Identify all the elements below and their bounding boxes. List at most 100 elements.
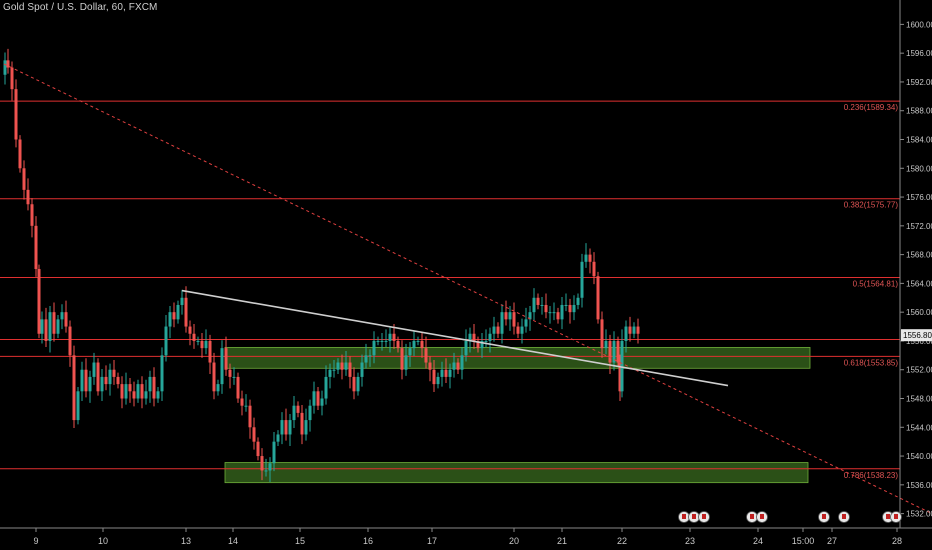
y-tick-label: 1544.00 — [906, 423, 932, 432]
candle-down — [420, 340, 424, 349]
support-zones[interactable] — [224, 347, 811, 484]
candle-down — [504, 312, 508, 320]
y-tick-label: 1600.00 — [906, 20, 932, 29]
candle-down — [52, 312, 56, 334]
candle-up — [56, 319, 60, 334]
candle-up — [524, 319, 528, 327]
fibonacci-levels[interactable]: 0.236(1589.34) 0.382(1575.77) 0.5(1564.81)… — [0, 100, 900, 480]
candle-down — [544, 304, 548, 313]
candle-up — [488, 333, 492, 341]
candle-up — [576, 297, 580, 305]
candle-up — [264, 470, 268, 472]
candle-up — [560, 304, 564, 320]
candle-down — [22, 168, 26, 190]
candle-up — [564, 304, 568, 306]
candle-up — [416, 340, 420, 342]
event-markers[interactable] — [678, 511, 902, 523]
x-tick-label: 15:00 — [792, 536, 815, 546]
candle-up — [216, 384, 220, 392]
candle-up — [148, 376, 152, 392]
trendline-gray[interactable] — [181, 289, 729, 387]
event-flag-icon — [702, 514, 706, 519]
candle-up — [124, 384, 128, 399]
x-tick-label: 28 — [892, 536, 902, 546]
candle-up — [412, 340, 416, 349]
candle-down — [284, 420, 288, 435]
candle-down — [192, 333, 196, 341]
candle-up — [288, 420, 292, 435]
candle-down — [444, 369, 448, 377]
candle-up — [324, 376, 328, 399]
y-tick-label: 1540.00 — [906, 452, 932, 461]
candle-up — [204, 340, 208, 349]
candle-up — [40, 319, 44, 334]
candle-up — [88, 376, 92, 392]
fib-level-label: 0.5(1564.81) — [853, 280, 899, 289]
dashed-downtrend-line[interactable] — [3, 63, 932, 515]
fib-level-label: 0.618(1553.85) — [844, 358, 899, 367]
candle-up — [328, 369, 332, 377]
current-price-label: 1556.80 — [903, 331, 932, 340]
candle-down — [6, 60, 10, 68]
candle-down — [512, 312, 516, 327]
y-tick-label: 1536.00 — [906, 481, 932, 490]
x-tick-label: 21 — [557, 536, 567, 546]
candle-up — [268, 463, 272, 471]
candle-down — [588, 254, 592, 262]
candle-up — [136, 384, 140, 399]
candle-up — [76, 391, 80, 421]
candle-up — [92, 362, 96, 377]
candle-down — [260, 456, 264, 471]
candle-up — [572, 304, 576, 313]
y-tick-label: 1572.00 — [906, 222, 932, 231]
fib-level-label: 0.236(1589.34) — [844, 103, 899, 112]
candle-up — [612, 340, 616, 363]
candle-down — [96, 362, 100, 392]
candle-down — [14, 89, 18, 140]
x-tick-label: 17 — [427, 536, 437, 546]
candle-down — [64, 312, 68, 327]
candle-down — [296, 405, 300, 413]
candle-down — [340, 362, 344, 370]
candle-down — [172, 312, 176, 320]
candle-down — [37, 269, 41, 334]
candle-down — [30, 204, 34, 226]
candle-up — [508, 312, 512, 320]
candle-up — [232, 376, 236, 378]
candle-down — [18, 139, 22, 169]
candle-up — [48, 312, 52, 341]
candle-up — [360, 362, 364, 377]
candle-up — [620, 340, 624, 392]
candle-down — [616, 340, 620, 363]
candle-up — [500, 312, 504, 334]
candle-up — [632, 326, 636, 334]
candle-up — [484, 340, 488, 342]
candle-up — [180, 297, 184, 305]
y-tick-label: 1576.00 — [906, 193, 932, 202]
upper-zone[interactable] — [224, 347, 811, 369]
candle-up — [480, 340, 484, 349]
candle-up — [312, 391, 316, 406]
candle-up — [528, 312, 532, 320]
current-price-tag — [901, 329, 932, 342]
candle-up — [308, 405, 312, 421]
candle-down — [84, 369, 88, 392]
candle-up — [60, 312, 64, 320]
candle-down — [140, 384, 144, 399]
candle-down — [432, 369, 436, 385]
candle-down — [628, 326, 632, 334]
y-tick-label: 1596.00 — [906, 49, 932, 58]
y-tick-label: 1560.00 — [906, 308, 932, 317]
drawn-trendlines[interactable] — [3, 63, 932, 515]
lower-zone[interactable] — [224, 462, 809, 484]
candle-up — [292, 405, 296, 421]
candle-down — [132, 391, 136, 399]
candle-up — [156, 391, 160, 399]
candle-up — [584, 254, 588, 262]
candle-up — [100, 376, 104, 392]
x-tick-label: 27 — [827, 536, 837, 546]
candle-up — [408, 348, 412, 356]
x-tick-label: 22 — [617, 536, 627, 546]
